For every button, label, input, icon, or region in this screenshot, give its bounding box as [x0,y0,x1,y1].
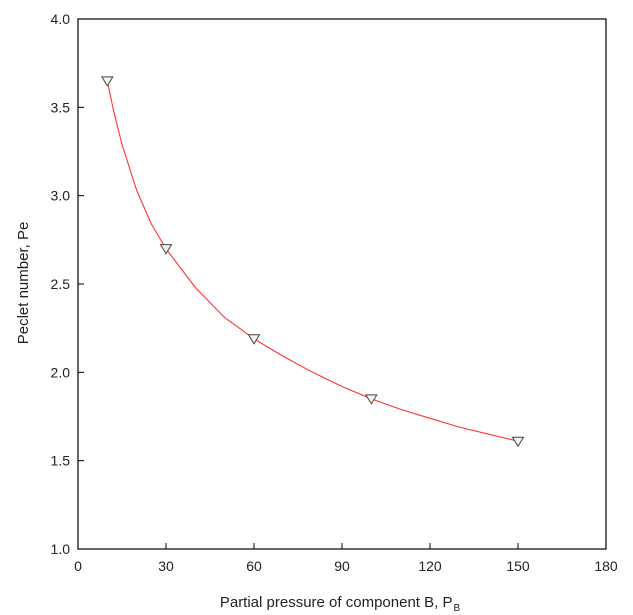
x-tick-label: 90 [334,558,350,574]
x-tick-label: 180 [594,558,618,574]
x-tick-label: 0 [74,558,82,574]
plot-area-border [77,18,607,550]
data-point-triangle [247,334,261,345]
y-axis-ticks: 1.0 1.5 2.0 2.5 3.0 3.5 4.0 [51,11,84,557]
y-axis-title: Peclet number, Pe [15,222,32,345]
y-tick-label: 3.0 [51,188,71,204]
data-points [100,76,525,448]
x-tick-label: 30 [158,558,174,574]
y-tick-label: 2.5 [51,276,71,292]
y-tick-label: 1.0 [51,541,71,557]
x-axis-title: Partial pressure of component B, PB [220,594,461,614]
x-tick-label: 150 [506,558,530,574]
x-tick-label: 60 [246,558,262,574]
data-point-triangle [159,244,173,255]
y-tick-label: 4.0 [51,11,71,27]
data-point-triangle [364,394,378,405]
plot-frame [77,18,607,550]
data-point-triangle [511,436,525,448]
x-axis-title-main: Partial pressure of component B, P [220,594,453,611]
data-point-triangle [100,76,114,87]
x-axis-ticks: 0 30 60 90 120 150 180 [74,543,618,574]
fit-curve [106,80,519,442]
y-tick-label: 3.5 [51,99,71,115]
x-tick-label: 120 [418,558,442,574]
y-tick-label: 2.0 [51,364,71,380]
y-tick-label: 1.5 [51,453,71,469]
x-axis-title-subscript: B [453,603,460,614]
fit-curve-layer [106,80,519,442]
